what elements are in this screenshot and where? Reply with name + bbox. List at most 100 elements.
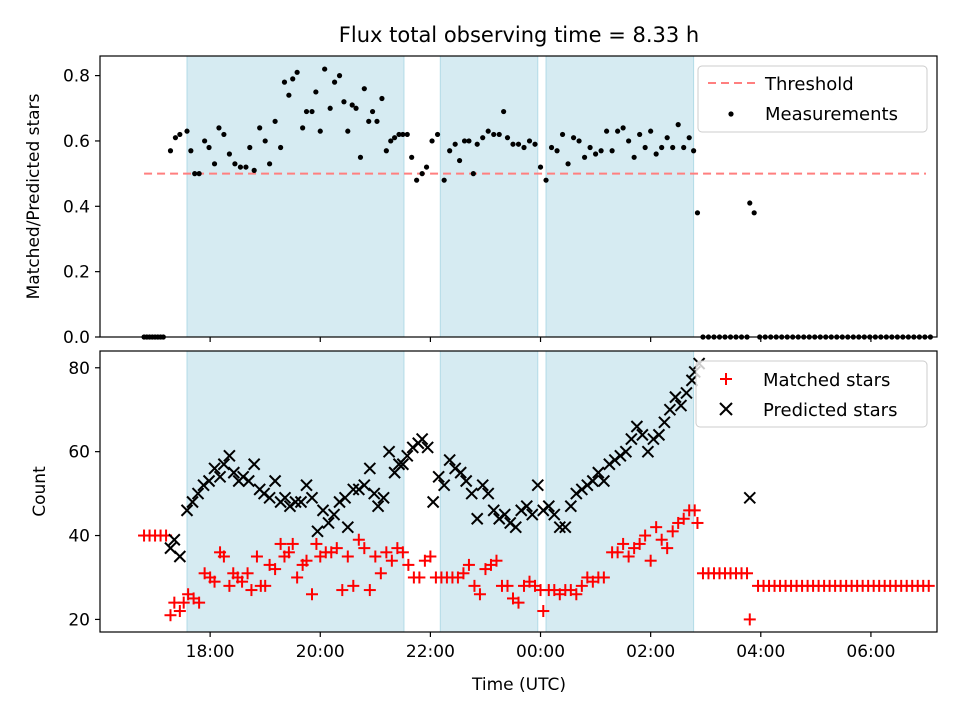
- measurement-point: [409, 154, 415, 160]
- measurement-point: [675, 122, 681, 128]
- predicted-stars-point: [311, 525, 324, 538]
- measurement-point: [659, 144, 665, 151]
- x-stroke: [597, 474, 611, 488]
- matched-stars-point: [490, 554, 503, 567]
- measurement-point: [327, 105, 333, 111]
- x-stroke: [520, 499, 533, 513]
- x-stroke: [443, 453, 456, 467]
- predicted-stars-point: [454, 466, 467, 479]
- x-stroke: [401, 449, 414, 463]
- predicted-stars-point: [470, 512, 484, 525]
- x-stroke: [396, 458, 410, 471]
- measurement-point: [615, 128, 621, 134]
- measurement-point: [501, 108, 507, 115]
- predicted-stars-point: [322, 516, 335, 530]
- measurement-point: [383, 148, 389, 154]
- matched-stars-point: [501, 579, 514, 592]
- x-tick-label: 02:00: [626, 642, 675, 662]
- measurement-point: [452, 141, 458, 147]
- predicted-stars-point: [619, 445, 633, 458]
- measurement-point: [400, 131, 406, 138]
- measurement-point: [694, 210, 701, 216]
- matched-stars-point: [259, 579, 272, 592]
- x-stroke: [415, 432, 429, 446]
- x-stroke: [300, 479, 313, 492]
- x-stroke: [294, 495, 308, 509]
- measurement-point: [434, 131, 441, 138]
- predicted-stars-point: [531, 479, 544, 492]
- measurement-point: [226, 151, 233, 157]
- x-stroke: [625, 432, 638, 446]
- matched-stars-point: [236, 575, 249, 588]
- matched-stars-point: [241, 567, 254, 580]
- predicted-stars-point: [316, 504, 330, 517]
- measurement-point: [404, 131, 410, 138]
- x-stroke: [674, 399, 688, 412]
- predicted-stars-point: [358, 479, 371, 492]
- x-stroke: [586, 474, 600, 488]
- predicted-stars-point: [396, 458, 410, 471]
- x-stroke: [223, 449, 236, 463]
- measurement-point: [526, 138, 533, 144]
- measurement-point: [609, 148, 615, 154]
- measurement-point: [592, 151, 599, 157]
- measurement-point: [196, 171, 202, 177]
- legend-measurements-label: Measurements: [765, 104, 898, 125]
- matched-stars-point: [688, 504, 701, 517]
- predicted-stars-point: [382, 445, 396, 458]
- predicted-stars-point: [459, 474, 473, 488]
- measurement-point: [192, 171, 198, 177]
- predicted-stars-point: [278, 491, 292, 504]
- matched-stars-point: [310, 537, 323, 550]
- measurement-point: [257, 125, 263, 131]
- matched-stars-point: [537, 605, 550, 618]
- x-stroke: [368, 487, 381, 500]
- matched-stars-point: [352, 533, 365, 546]
- predicted-stars-point: [586, 474, 600, 488]
- matched-stars-point: [633, 537, 646, 550]
- predicted-stars-point: [443, 453, 456, 467]
- x-stroke: [619, 445, 633, 458]
- x-stroke: [164, 541, 177, 555]
- observing-interval-band: [186, 350, 405, 633]
- ratio-legend: Threshold Measurements: [697, 65, 928, 133]
- matched-stars-point: [193, 596, 206, 609]
- legend-threshold-label: Threshold: [764, 74, 854, 95]
- x-stroke: [531, 479, 544, 492]
- count-panel: 20 40 60 80 18:00 20:00 22:00 00:00 02:00 04:00 0…: [30, 350, 938, 695]
- predicted-stars-point: [498, 508, 511, 521]
- matched-stars-point: [661, 542, 674, 555]
- x-stroke: [437, 479, 451, 492]
- measurement-point: [604, 128, 610, 134]
- ratio-panel-frame: [99, 55, 938, 338]
- measurement-point: [237, 164, 244, 170]
- predicted-stars-point: [426, 495, 440, 509]
- measurement-point: [461, 138, 468, 144]
- measurement-point: [456, 157, 463, 164]
- predicted-stars-point: [173, 550, 187, 563]
- measurement-point: [202, 138, 208, 144]
- measurement-point: [565, 161, 571, 167]
- x-stroke: [247, 458, 261, 471]
- x-tick-label: 20:00: [296, 642, 345, 662]
- matched-stars-point: [291, 571, 304, 584]
- predicted-stars-point: [597, 474, 611, 488]
- predicted-stars-point: [636, 428, 649, 442]
- predicted-stars-point: [658, 416, 671, 429]
- x-stroke: [305, 491, 319, 504]
- predicted-stars-point: [347, 483, 360, 496]
- x-stroke: [454, 466, 467, 479]
- ratio-x-axis: [209, 337, 872, 342]
- measurement-point: [474, 141, 480, 147]
- measurement-point: [686, 135, 692, 141]
- measurement-point: [300, 125, 306, 131]
- measurement-point: [341, 99, 347, 105]
- x-stroke: [371, 499, 385, 513]
- x-stroke: [358, 479, 371, 492]
- predicted-stars-point: [415, 432, 429, 446]
- x-stroke: [347, 483, 360, 496]
- measurement-point: [642, 144, 648, 151]
- predicted-stars-point: [652, 428, 666, 442]
- predicted-stars-point: [437, 479, 451, 492]
- y-tick-label: 0.0: [63, 328, 90, 348]
